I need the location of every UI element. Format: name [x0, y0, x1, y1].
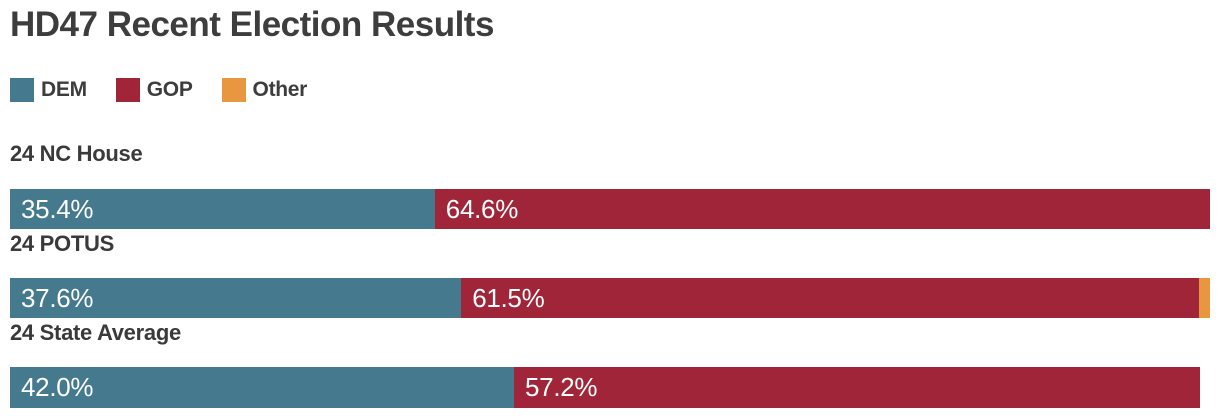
bar-row: 35.4% 64.6%: [10, 189, 1210, 229]
legend-label-dem: DEM: [41, 78, 87, 101]
bar-segment-dem: 42.0%: [10, 367, 514, 408]
segment-value-label: 42.0%: [21, 372, 94, 402]
bar-segment-other: [1199, 278, 1210, 318]
segment-value-label: 37.6%: [21, 283, 94, 313]
bar-row: 37.6% 61.5%: [10, 278, 1210, 318]
legend-label-gop: GOP: [146, 78, 193, 101]
segment-value-label: 35.4%: [21, 194, 94, 224]
legend-item-other: Other: [221, 78, 308, 102]
category-label: 24 POTUS: [10, 231, 114, 256]
bar-segment-gop: 64.6%: [434, 189, 1210, 229]
other-swatch-icon: [221, 78, 246, 102]
segment-value-label: 57.2%: [525, 372, 598, 402]
segment-value-label: 61.5%: [472, 283, 545, 313]
legend-item-dem: DEM: [10, 78, 87, 102]
gop-swatch-icon: [115, 78, 140, 102]
category-label: 24 NC House: [10, 141, 143, 166]
chart-title: HD47 Recent Election Results: [10, 5, 494, 44]
chart-legend: DEM GOP Other: [10, 78, 336, 102]
bar-row: 42.0% 57.2%: [10, 367, 1210, 408]
legend-label-other: Other: [252, 78, 308, 101]
bar-segment-gop: 61.5%: [461, 278, 1200, 318]
legend-item-gop: GOP: [115, 78, 193, 102]
dem-swatch-icon: [10, 78, 34, 102]
bar-segment-dem: 35.4%: [10, 189, 435, 229]
bar-segment-gop: 57.2%: [514, 367, 1201, 408]
segment-value-label: 64.6%: [445, 194, 519, 224]
category-label: 24 State Average: [10, 320, 181, 345]
bar-segment-dem: 37.6%: [10, 278, 462, 318]
